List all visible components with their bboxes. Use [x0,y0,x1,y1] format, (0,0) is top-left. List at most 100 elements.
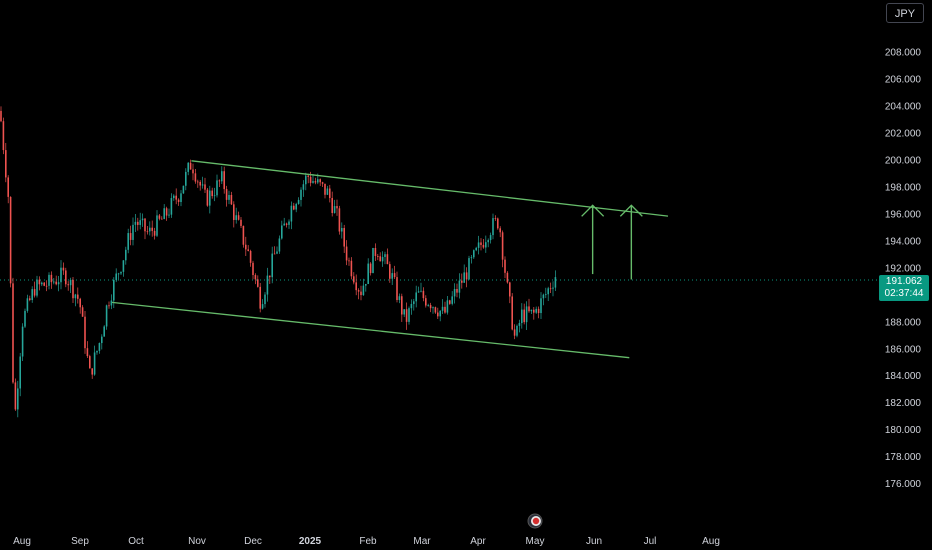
candle-body [245,244,247,250]
candle-body [297,199,300,204]
up-arrow[interactable] [581,204,605,275]
candle-body [17,388,19,410]
candle-body [252,262,254,275]
up-arrow[interactable] [619,204,643,280]
candle-body [69,279,72,286]
candle-body [211,190,213,197]
candle-body [134,221,137,225]
candle-body [501,232,504,260]
candle-body [384,254,386,257]
y-tick-label: 182.000 [885,398,922,409]
y-tick-label: 202.000 [885,128,922,139]
candle-body [242,225,245,245]
event-marker-icon[interactable] [527,513,543,529]
candle-body [489,235,492,241]
candle-body [230,194,233,205]
candle-body [158,215,161,219]
candle-body [247,249,249,251]
candle-body [429,305,432,309]
x-tick-label: Aug [702,536,720,547]
x-tick-label: Nov [188,536,206,547]
candle-body [223,171,225,190]
trend-line[interactable] [111,301,630,359]
y-tick-label: 176.000 [885,479,922,490]
candle-body [206,189,209,206]
candle-body [144,218,146,232]
candle-body [389,264,391,279]
candle-body [77,294,79,299]
x-tick-label: 2025 [299,536,322,547]
candle-body [530,309,533,312]
candle-body [362,285,365,296]
candle-body [33,289,36,296]
candle-body [413,301,415,304]
candle-body [170,198,173,215]
candle-body [199,181,201,186]
trend-line[interactable] [191,160,669,217]
y-tick-label: 184.000 [885,371,922,382]
candle-body [312,181,314,183]
candle-body [38,279,41,285]
candle-body [425,298,427,306]
candle-body [317,179,319,183]
candle-body [9,196,12,284]
candle-body [261,304,264,309]
candle-body [84,316,86,349]
candle-body [57,282,60,285]
candle-body [269,275,271,278]
candle-body [396,277,398,301]
candle-body [98,343,101,351]
candles [0,106,557,418]
candle-body [240,219,242,226]
candle-body [403,309,405,315]
candle-body [139,220,141,225]
candle-body [513,329,516,336]
candle-body [96,350,98,353]
candle-body [151,227,153,231]
y-tick-label: 204.000 [885,102,922,113]
candle-body [360,291,362,296]
x-tick-label: Jul [644,536,657,547]
candle-body [410,303,413,309]
x-tick-label: Sep [71,536,89,547]
x-tick-label: May [526,536,545,547]
candle-body [367,263,369,284]
candle-body [485,242,487,248]
candle-body [547,288,549,295]
candle-body [319,179,321,183]
y-tick-label: 188.000 [885,317,922,328]
candle-body [24,310,26,327]
price-axis[interactable]: 208.000 206.000 204.000 202.000 200.000 198.0… [885,48,922,491]
candle-body [305,175,307,185]
candle-body [437,312,439,317]
candle-body [405,309,408,322]
candle-body [2,121,5,151]
candle-body [108,305,110,307]
candle-body [115,273,117,280]
candle-body [343,228,345,247]
candle-body [475,247,477,251]
candle-body [463,272,465,283]
candle-body [60,267,62,283]
candle-body [314,181,317,183]
candle-body [461,280,463,283]
candle-body [197,181,199,183]
y-tick-label: 206.000 [885,75,922,86]
time-axis[interactable]: Aug Sep Oct Nov Dec 2025 Feb Mar Apr May Jun Jul Aug [13,536,720,547]
candle-body [542,294,545,299]
candle-body [228,194,230,200]
candle-body [451,296,453,304]
candle-body [276,251,278,254]
candle-body [257,279,259,287]
candle-body [285,223,288,225]
currency-button[interactable]: JPY [886,3,924,23]
candle-body [74,294,77,299]
candle-body [91,368,93,375]
candle-body [525,306,528,323]
candle-body [341,228,343,232]
candle-body [173,195,175,199]
candle-body [309,176,312,183]
candle-body [185,171,187,186]
candle-body [393,273,396,278]
